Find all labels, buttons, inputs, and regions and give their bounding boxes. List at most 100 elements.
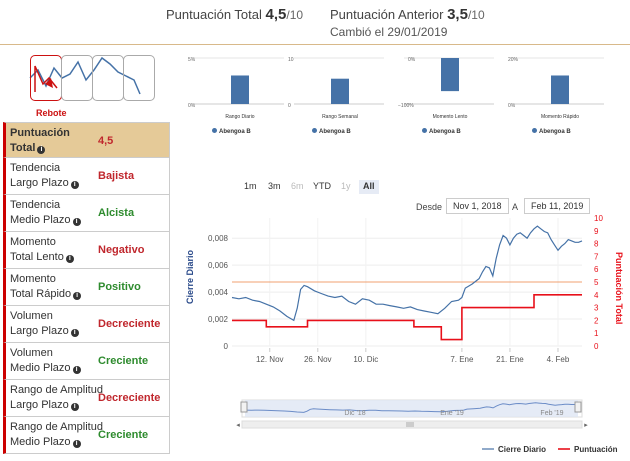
indicator-row: Volumen Medio Plazo i Creciente <box>3 343 170 380</box>
navigator-handle[interactable] <box>240 401 248 413</box>
indicator-label-line1: Tendencia <box>10 199 61 211</box>
mini-bottom-label: −100% <box>398 103 414 109</box>
pattern-thumb-4[interactable] <box>123 55 155 101</box>
to-date-input[interactable]: Feb 11, 2019 <box>524 198 591 214</box>
indicator-value: Creciente <box>98 429 149 441</box>
indicator-label: Rango de Amplitud Largo Plazo i <box>10 383 103 413</box>
price-series-line <box>231 225 583 322</box>
info-icon[interactable]: i <box>72 218 81 226</box>
navigator-line <box>244 402 579 413</box>
mini-bottom-label: 0% <box>508 103 516 109</box>
info-icon[interactable]: i <box>72 440 81 448</box>
indicator-row: Momento Total Rápido i Positivo <box>3 269 170 306</box>
previous-score-suffix: /10 <box>467 8 485 22</box>
mini-bottom-label: 0 <box>288 103 291 109</box>
current-score: Puntuación Total 4,5/10 <box>166 6 303 23</box>
mini-chart-plot: 20% 0% Momento Rápido <box>508 57 604 120</box>
navigator-window <box>245 400 578 417</box>
info-icon[interactable]: i <box>70 329 79 337</box>
right-tick-label: 0 <box>594 342 599 351</box>
indicators-table: Puntuación Total i 4,5 Tendencia Largo Plazo i… <box>3 122 170 454</box>
mini-legend-label: Abengoa B <box>539 129 571 135</box>
range-button-1m[interactable]: 1m <box>244 181 257 191</box>
mini-bar <box>441 58 459 92</box>
indicator-label-line2: Medio Plazo <box>10 214 71 226</box>
mini-bar <box>331 78 349 104</box>
navigator-label: Feb '19 <box>540 410 563 417</box>
indicator-label: Tendencia Medio Plazo i <box>10 198 81 228</box>
mini-xlabel: Momento Lento <box>433 114 468 120</box>
indicator-row: Rango de Amplitud Medio Plazo i Creciente <box>3 417 170 454</box>
legend-dot-icon <box>312 128 317 133</box>
x-tick-label: 12. Nov <box>256 355 284 364</box>
current-score-label: Puntuación Total <box>166 7 262 22</box>
left-tick-label: 0,008 <box>208 234 229 243</box>
header-divider <box>0 44 630 45</box>
indicator-label: Puntuación Total i <box>10 126 70 156</box>
mini-legend-label: Abengoa B <box>429 129 461 135</box>
indicator-label: Rango de Amplitud Medio Plazo i <box>10 420 103 450</box>
mini-chart: 0% −100% Momento Lento Abengoa B <box>398 54 494 144</box>
indicator-label-line2: Medio Plazo <box>10 436 71 448</box>
range-button-ytd[interactable]: YTD <box>313 181 331 191</box>
from-date-input[interactable]: Nov 1, 2018 <box>446 198 509 214</box>
mini-chart: 20% 0% Momento Rápido Abengoa B <box>508 54 604 144</box>
indicator-label-line1: Momento <box>10 236 56 248</box>
pattern-thumb-3[interactable] <box>92 55 124 101</box>
mini-legend[interactable]: Abengoa B <box>532 128 571 135</box>
indicator-label-line1: Rango de Amplitud <box>10 421 103 433</box>
x-tick-label: 21. Ene <box>496 355 524 364</box>
mini-top-label: 5% <box>188 57 196 63</box>
from-label: Desde <box>416 202 443 212</box>
changed-date: Cambió el 29/01/2019 <box>330 25 448 39</box>
right-tick-label: 10 <box>594 214 603 223</box>
scroll-left-icon: ◂ <box>236 422 240 429</box>
legend-score-label[interactable]: Puntuación <box>574 445 618 454</box>
right-tick-label: 9 <box>594 227 599 236</box>
indicator-label-line2: Total Lento <box>10 251 64 263</box>
right-tick-label: 5 <box>594 278 599 287</box>
right-tick-label: 7 <box>594 252 599 261</box>
indicator-value: Negativo <box>98 244 145 256</box>
info-icon[interactable]: i <box>72 366 81 374</box>
x-tick-label: 4. Feb <box>547 355 570 364</box>
pattern-thumb-rebote[interactable] <box>30 55 62 101</box>
legend-price-label[interactable]: Cierre Diario <box>498 445 546 454</box>
range-button-1y[interactable]: 1y <box>341 181 351 191</box>
indicator-label-line2: Total <box>10 142 36 154</box>
indicator-row: Momento Total Lento i Negativo <box>3 232 170 269</box>
current-score-value: 4,5 <box>265 6 287 23</box>
indicator-label-line2: Largo Plazo <box>10 177 69 189</box>
mini-top-label: 10 <box>288 57 294 63</box>
pattern-thumb-2[interactable] <box>61 55 93 101</box>
range-button-all[interactable]: All <box>359 180 379 194</box>
info-icon[interactable]: i <box>70 403 79 411</box>
indicator-row: Tendencia Medio Plazo i Alcista <box>3 195 170 232</box>
navigator-label: Dic '18 <box>344 410 365 417</box>
legend-dot-icon <box>212 128 217 133</box>
info-icon[interactable]: i <box>70 181 79 189</box>
range-button-3m[interactable]: 3m <box>268 181 281 191</box>
mini-legend[interactable]: Abengoa B <box>422 128 461 135</box>
navigator-handle[interactable] <box>574 401 582 413</box>
scroll-thumb-grip <box>406 422 414 427</box>
mini-chart-plot: 5% 0% Rango Diario <box>188 57 284 120</box>
x-tick-label: 26. Nov <box>304 355 332 364</box>
mini-legend[interactable]: Abengoa B <box>212 128 251 135</box>
current-score-suffix: /10 <box>286 8 304 22</box>
left-tick-label: 0,006 <box>208 261 229 270</box>
previous-score-value: 3,5 <box>447 6 468 23</box>
indicator-row: Rango de Amplitud Largo Plazo i Decreciente <box>3 380 170 417</box>
mini-legend[interactable]: Abengoa B <box>312 128 351 135</box>
indicator-label-line2: Largo Plazo <box>10 399 69 411</box>
info-icon[interactable]: i <box>65 255 74 263</box>
indicator-row: Puntuación Total i 4,5 <box>3 122 170 158</box>
range-button-6m[interactable]: 6m <box>291 181 304 191</box>
info-icon[interactable]: i <box>73 292 82 300</box>
info-icon[interactable]: i <box>37 146 46 154</box>
mini-top-label: 0% <box>408 57 416 63</box>
left-axis-title: Cierre Diario <box>185 249 195 304</box>
mini-xlabel: Momento Rápido <box>541 114 579 120</box>
mini-bottom-label: 0% <box>188 103 196 109</box>
indicator-label-line2: Medio Plazo <box>10 362 71 374</box>
